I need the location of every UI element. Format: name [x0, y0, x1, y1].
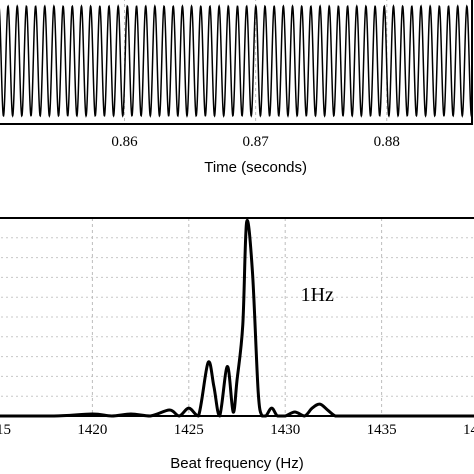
- time-grid: [124, 0, 388, 124]
- frequency-x-ticks: 1415 1420 1425 1430 1435 1440: [0, 422, 474, 438]
- time-tick-label: 0.87: [243, 134, 270, 150]
- frequency-tick-label: 1415: [0, 422, 11, 438]
- frequency-plot-frame: [0, 217, 474, 417]
- frequency-x-axis-label: Beat frequency (Hz): [170, 455, 303, 472]
- beat-frequency-series: [0, 218, 474, 418]
- time-signal-series: [0, 4, 473, 118]
- time-plot-frame: [0, 0, 473, 125]
- time-x-ticks: 0.86 0.87 0.88: [111, 134, 400, 150]
- frequency-tick-label: 1425: [174, 422, 204, 438]
- frequency-tick-label: 1430: [270, 422, 300, 438]
- time-signal-chart: 0.86 0.87 0.88 Time (seconds): [0, 0, 473, 176]
- time-tick-label: 0.88: [374, 134, 400, 150]
- resolution-annotation: 1Hz: [301, 284, 334, 306]
- frequency-tick-label: 1435: [367, 422, 397, 438]
- beat-frequency-chart: 1415 1420 1425 1430 1435 1440 1Hz Beat freque…: [0, 217, 474, 472]
- time-tick-label: 0.86: [111, 134, 138, 150]
- time-x-axis-label: Time (seconds): [204, 159, 307, 176]
- frequency-tick-label: 1420: [77, 422, 107, 438]
- frequency-tick-label: 1440: [463, 422, 474, 438]
